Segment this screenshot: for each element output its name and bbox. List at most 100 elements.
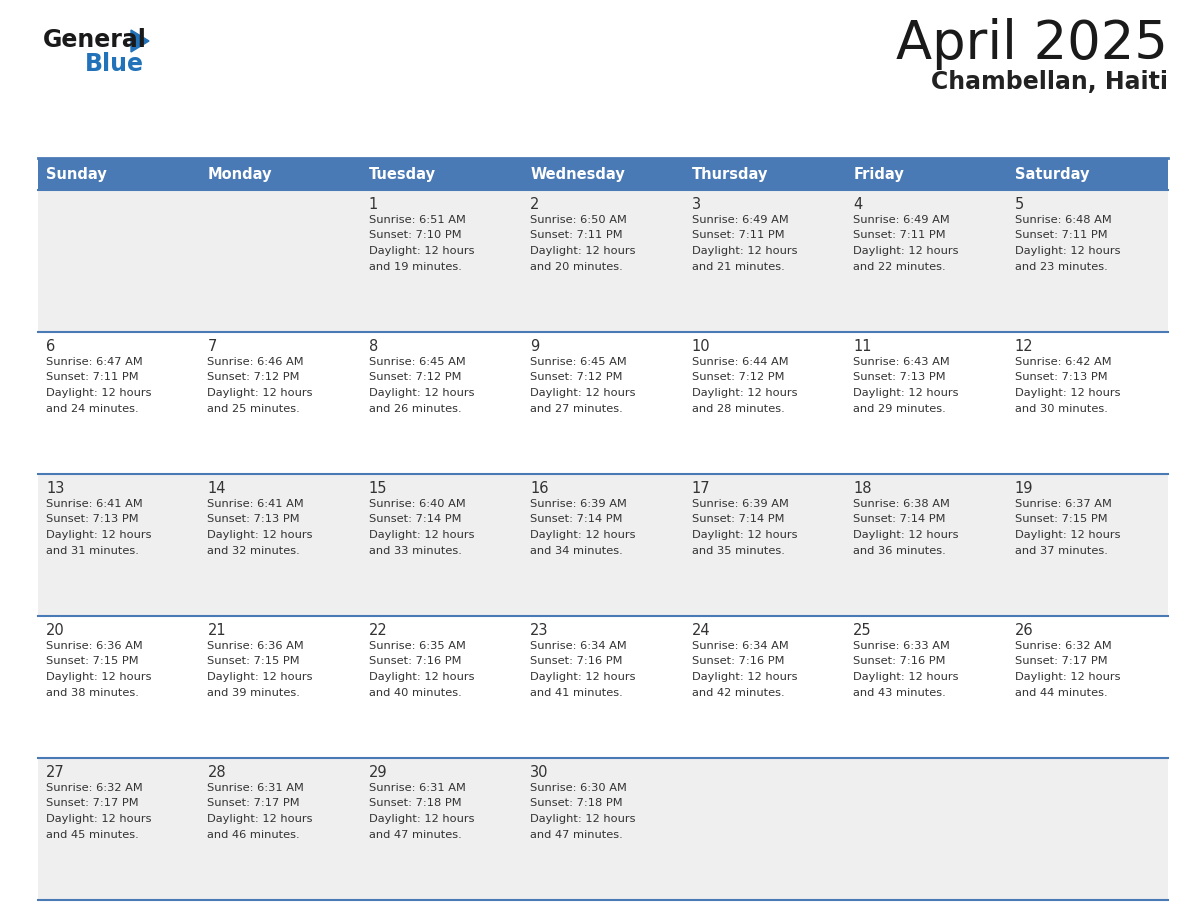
- Text: 26: 26: [1015, 623, 1034, 638]
- Text: Sunset: 7:12 PM: Sunset: 7:12 PM: [530, 373, 623, 383]
- Text: Sunset: 7:17 PM: Sunset: 7:17 PM: [46, 799, 139, 809]
- Text: April 2025: April 2025: [896, 18, 1168, 70]
- Text: Sunset: 7:11 PM: Sunset: 7:11 PM: [691, 230, 784, 241]
- Text: and 19 minutes.: and 19 minutes.: [368, 262, 462, 272]
- Text: Daylight: 12 hours: Daylight: 12 hours: [530, 530, 636, 540]
- Text: Friday: Friday: [853, 166, 904, 182]
- Text: Sunrise: 6:32 AM: Sunrise: 6:32 AM: [46, 783, 143, 793]
- Text: Daylight: 12 hours: Daylight: 12 hours: [853, 530, 959, 540]
- Text: Sunset: 7:16 PM: Sunset: 7:16 PM: [368, 656, 461, 666]
- Text: Daylight: 12 hours: Daylight: 12 hours: [1015, 530, 1120, 540]
- Text: Daylight: 12 hours: Daylight: 12 hours: [208, 672, 312, 682]
- Text: and 47 minutes.: and 47 minutes.: [530, 830, 623, 839]
- Text: Daylight: 12 hours: Daylight: 12 hours: [691, 388, 797, 398]
- Text: Sunrise: 6:47 AM: Sunrise: 6:47 AM: [46, 357, 143, 367]
- Text: Sunrise: 6:31 AM: Sunrise: 6:31 AM: [208, 783, 304, 793]
- Text: Sunrise: 6:45 AM: Sunrise: 6:45 AM: [530, 357, 627, 367]
- Text: Daylight: 12 hours: Daylight: 12 hours: [368, 388, 474, 398]
- Text: Sunrise: 6:34 AM: Sunrise: 6:34 AM: [691, 641, 789, 651]
- Text: Sunrise: 6:48 AM: Sunrise: 6:48 AM: [1015, 215, 1111, 225]
- Bar: [38, 332, 1168, 474]
- Text: Sunset: 7:11 PM: Sunset: 7:11 PM: [1015, 230, 1107, 241]
- Text: Daylight: 12 hours: Daylight: 12 hours: [1015, 388, 1120, 398]
- Text: General: General: [43, 28, 147, 52]
- Text: and 45 minutes.: and 45 minutes.: [46, 830, 139, 839]
- Text: and 32 minutes.: and 32 minutes.: [208, 545, 301, 555]
- Text: and 47 minutes.: and 47 minutes.: [368, 830, 462, 839]
- Text: Sunrise: 6:49 AM: Sunrise: 6:49 AM: [853, 215, 950, 225]
- Text: Sunset: 7:13 PM: Sunset: 7:13 PM: [46, 514, 139, 524]
- Text: Daylight: 12 hours: Daylight: 12 hours: [368, 530, 474, 540]
- Text: and 25 minutes.: and 25 minutes.: [208, 404, 301, 413]
- Text: Sunset: 7:13 PM: Sunset: 7:13 PM: [1015, 373, 1107, 383]
- Text: Daylight: 12 hours: Daylight: 12 hours: [691, 672, 797, 682]
- Text: Daylight: 12 hours: Daylight: 12 hours: [208, 388, 312, 398]
- Text: and 20 minutes.: and 20 minutes.: [530, 262, 623, 272]
- Text: and 31 minutes.: and 31 minutes.: [46, 545, 139, 555]
- Text: Daylight: 12 hours: Daylight: 12 hours: [208, 530, 312, 540]
- Text: and 22 minutes.: and 22 minutes.: [853, 262, 946, 272]
- Text: Sunrise: 6:36 AM: Sunrise: 6:36 AM: [46, 641, 143, 651]
- Text: Sunrise: 6:40 AM: Sunrise: 6:40 AM: [368, 499, 466, 509]
- Text: Sunrise: 6:30 AM: Sunrise: 6:30 AM: [530, 783, 627, 793]
- Text: 14: 14: [208, 481, 226, 496]
- Text: 16: 16: [530, 481, 549, 496]
- Text: Sunset: 7:14 PM: Sunset: 7:14 PM: [530, 514, 623, 524]
- Text: 9: 9: [530, 339, 539, 354]
- Text: Sunrise: 6:37 AM: Sunrise: 6:37 AM: [1015, 499, 1112, 509]
- Text: 7: 7: [208, 339, 216, 354]
- Text: Sunrise: 6:36 AM: Sunrise: 6:36 AM: [208, 641, 304, 651]
- Text: Daylight: 12 hours: Daylight: 12 hours: [530, 246, 636, 256]
- Text: and 27 minutes.: and 27 minutes.: [530, 404, 623, 413]
- Text: Sunrise: 6:38 AM: Sunrise: 6:38 AM: [853, 499, 950, 509]
- Bar: [38, 190, 1168, 332]
- Text: Sunset: 7:11 PM: Sunset: 7:11 PM: [46, 373, 139, 383]
- Text: 21: 21: [208, 623, 226, 638]
- Text: and 43 minutes.: and 43 minutes.: [853, 688, 946, 698]
- Text: Sunrise: 6:49 AM: Sunrise: 6:49 AM: [691, 215, 789, 225]
- Text: 20: 20: [46, 623, 65, 638]
- Text: Sunrise: 6:35 AM: Sunrise: 6:35 AM: [368, 641, 466, 651]
- Text: Blue: Blue: [86, 52, 144, 76]
- Text: 1: 1: [368, 197, 378, 212]
- Text: Sunset: 7:14 PM: Sunset: 7:14 PM: [691, 514, 784, 524]
- Text: Daylight: 12 hours: Daylight: 12 hours: [368, 672, 474, 682]
- Text: and 24 minutes.: and 24 minutes.: [46, 404, 139, 413]
- Bar: [38, 158, 1168, 190]
- Text: and 35 minutes.: and 35 minutes.: [691, 545, 784, 555]
- Text: 24: 24: [691, 623, 710, 638]
- Text: Sunrise: 6:33 AM: Sunrise: 6:33 AM: [853, 641, 950, 651]
- Text: Sunrise: 6:39 AM: Sunrise: 6:39 AM: [530, 499, 627, 509]
- Text: Daylight: 12 hours: Daylight: 12 hours: [208, 814, 312, 824]
- Text: Wednesday: Wednesday: [530, 166, 625, 182]
- Text: 13: 13: [46, 481, 64, 496]
- Text: 3: 3: [691, 197, 701, 212]
- Text: Sunset: 7:15 PM: Sunset: 7:15 PM: [208, 656, 301, 666]
- Text: Daylight: 12 hours: Daylight: 12 hours: [1015, 672, 1120, 682]
- Text: Saturday: Saturday: [1015, 166, 1089, 182]
- Text: Sunrise: 6:42 AM: Sunrise: 6:42 AM: [1015, 357, 1111, 367]
- Text: Sunset: 7:12 PM: Sunset: 7:12 PM: [691, 373, 784, 383]
- Text: 2: 2: [530, 197, 539, 212]
- Text: Daylight: 12 hours: Daylight: 12 hours: [530, 388, 636, 398]
- Text: Daylight: 12 hours: Daylight: 12 hours: [530, 672, 636, 682]
- Text: Tuesday: Tuesday: [368, 166, 436, 182]
- Text: Sunrise: 6:51 AM: Sunrise: 6:51 AM: [368, 215, 466, 225]
- Text: 18: 18: [853, 481, 872, 496]
- Text: Sunset: 7:13 PM: Sunset: 7:13 PM: [208, 514, 301, 524]
- Text: and 33 minutes.: and 33 minutes.: [368, 545, 462, 555]
- Text: Daylight: 12 hours: Daylight: 12 hours: [46, 388, 152, 398]
- Text: Sunrise: 6:34 AM: Sunrise: 6:34 AM: [530, 641, 627, 651]
- Text: 11: 11: [853, 339, 872, 354]
- Text: and 36 minutes.: and 36 minutes.: [853, 545, 946, 555]
- Text: Sunset: 7:16 PM: Sunset: 7:16 PM: [530, 656, 623, 666]
- Text: Daylight: 12 hours: Daylight: 12 hours: [691, 530, 797, 540]
- Text: Chambellan, Haiti: Chambellan, Haiti: [931, 70, 1168, 94]
- Text: 12: 12: [1015, 339, 1034, 354]
- Text: 25: 25: [853, 623, 872, 638]
- Text: and 28 minutes.: and 28 minutes.: [691, 404, 784, 413]
- Text: Sunset: 7:16 PM: Sunset: 7:16 PM: [691, 656, 784, 666]
- Text: 28: 28: [208, 765, 226, 780]
- Text: Sunset: 7:15 PM: Sunset: 7:15 PM: [46, 656, 139, 666]
- Text: Sunrise: 6:32 AM: Sunrise: 6:32 AM: [1015, 641, 1111, 651]
